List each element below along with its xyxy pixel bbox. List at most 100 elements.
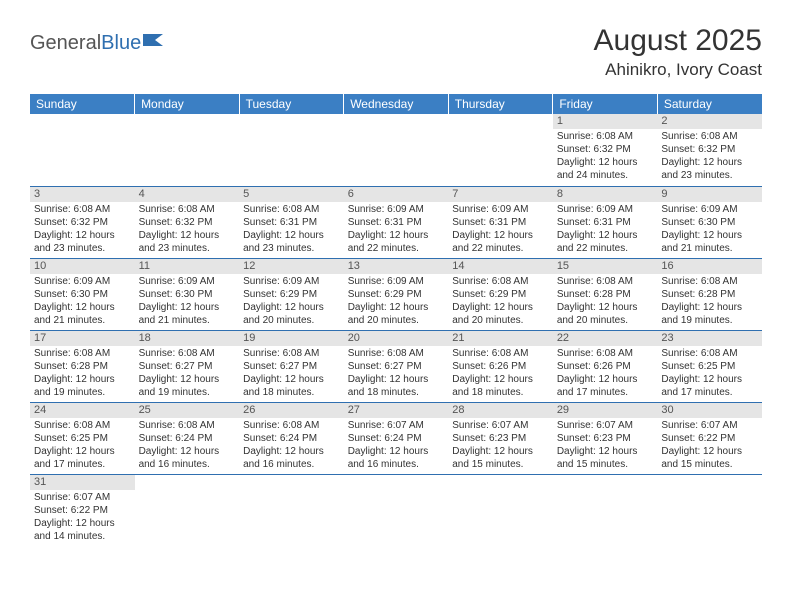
calendar-cell: 13Sunrise: 6:09 AMSunset: 6:29 PMDayligh… (344, 258, 449, 330)
calendar-cell (448, 114, 553, 186)
day-number: 9 (657, 187, 762, 202)
calendar-cell: 20Sunrise: 6:08 AMSunset: 6:27 PMDayligh… (344, 330, 449, 402)
day-info: Sunrise: 6:09 AMSunset: 6:31 PMDaylight:… (448, 202, 553, 257)
day-info: Sunrise: 6:08 AMSunset: 6:24 PMDaylight:… (239, 418, 344, 473)
day-info: Sunrise: 6:08 AMSunset: 6:24 PMDaylight:… (135, 418, 240, 473)
location-label: Ahinikro, Ivory Coast (594, 60, 762, 80)
day-number: 10 (30, 259, 135, 274)
day-number: 27 (344, 403, 449, 418)
day-info: Sunrise: 6:07 AMSunset: 6:22 PMDaylight:… (657, 418, 762, 473)
day-info: Sunrise: 6:08 AMSunset: 6:32 PMDaylight:… (30, 202, 135, 257)
day-header: Wednesday (344, 94, 449, 114)
day-number: 21 (448, 331, 553, 346)
calendar-cell (30, 114, 135, 186)
calendar-cell: 30Sunrise: 6:07 AMSunset: 6:22 PMDayligh… (657, 402, 762, 474)
calendar-cell: 27Sunrise: 6:07 AMSunset: 6:24 PMDayligh… (344, 402, 449, 474)
day-info: Sunrise: 6:09 AMSunset: 6:31 PMDaylight:… (553, 202, 658, 257)
day-number: 24 (30, 403, 135, 418)
day-info: Sunrise: 6:08 AMSunset: 6:27 PMDaylight:… (135, 346, 240, 401)
day-info: Sunrise: 6:07 AMSunset: 6:23 PMDaylight:… (448, 418, 553, 473)
day-header: Thursday (448, 94, 553, 114)
calendar-cell (657, 474, 762, 546)
calendar-cell: 11Sunrise: 6:09 AMSunset: 6:30 PMDayligh… (135, 258, 240, 330)
calendar-cell (135, 474, 240, 546)
calendar-row: 24Sunrise: 6:08 AMSunset: 6:25 PMDayligh… (30, 402, 762, 474)
day-header: Monday (135, 94, 240, 114)
day-info: Sunrise: 6:08 AMSunset: 6:27 PMDaylight:… (239, 346, 344, 401)
logo-text-blue: Blue (101, 32, 141, 55)
calendar-cell: 12Sunrise: 6:09 AMSunset: 6:29 PMDayligh… (239, 258, 344, 330)
calendar-row: 3Sunrise: 6:08 AMSunset: 6:32 PMDaylight… (30, 186, 762, 258)
calendar-cell: 23Sunrise: 6:08 AMSunset: 6:25 PMDayligh… (657, 330, 762, 402)
day-info: Sunrise: 6:08 AMSunset: 6:29 PMDaylight:… (448, 274, 553, 329)
day-number: 29 (553, 403, 658, 418)
day-info: Sunrise: 6:09 AMSunset: 6:30 PMDaylight:… (657, 202, 762, 257)
day-number: 28 (448, 403, 553, 418)
day-number: 18 (135, 331, 240, 346)
day-number: 19 (239, 331, 344, 346)
day-number: 2 (657, 114, 762, 129)
calendar-row: 17Sunrise: 6:08 AMSunset: 6:28 PMDayligh… (30, 330, 762, 402)
calendar-cell (553, 474, 658, 546)
calendar-cell: 29Sunrise: 6:07 AMSunset: 6:23 PMDayligh… (553, 402, 658, 474)
calendar-cell: 7Sunrise: 6:09 AMSunset: 6:31 PMDaylight… (448, 186, 553, 258)
calendar-cell: 8Sunrise: 6:09 AMSunset: 6:31 PMDaylight… (553, 186, 658, 258)
calendar-cell (239, 114, 344, 186)
day-info: Sunrise: 6:09 AMSunset: 6:31 PMDaylight:… (344, 202, 449, 257)
calendar-cell (135, 114, 240, 186)
calendar-cell: 31Sunrise: 6:07 AMSunset: 6:22 PMDayligh… (30, 474, 135, 546)
day-number: 3 (30, 187, 135, 202)
calendar-cell: 1Sunrise: 6:08 AMSunset: 6:32 PMDaylight… (553, 114, 658, 186)
calendar-cell: 22Sunrise: 6:08 AMSunset: 6:26 PMDayligh… (553, 330, 658, 402)
day-number: 13 (344, 259, 449, 274)
day-number: 11 (135, 259, 240, 274)
day-number: 25 (135, 403, 240, 418)
calendar-cell: 24Sunrise: 6:08 AMSunset: 6:25 PMDayligh… (30, 402, 135, 474)
day-header: Tuesday (239, 94, 344, 114)
logo-text-general: General (30, 32, 101, 55)
day-number: 12 (239, 259, 344, 274)
calendar-cell: 5Sunrise: 6:08 AMSunset: 6:31 PMDaylight… (239, 186, 344, 258)
day-number: 15 (553, 259, 658, 274)
day-info: Sunrise: 6:07 AMSunset: 6:24 PMDaylight:… (344, 418, 449, 473)
day-info: Sunrise: 6:08 AMSunset: 6:32 PMDaylight:… (135, 202, 240, 257)
calendar-row: 1Sunrise: 6:08 AMSunset: 6:32 PMDaylight… (30, 114, 762, 186)
day-number: 4 (135, 187, 240, 202)
day-info: Sunrise: 6:08 AMSunset: 6:25 PMDaylight:… (657, 346, 762, 401)
day-info: Sunrise: 6:08 AMSunset: 6:26 PMDaylight:… (553, 346, 658, 401)
title-block: August 2025 Ahinikro, Ivory Coast (594, 24, 762, 80)
day-header: Friday (553, 94, 658, 114)
day-info: Sunrise: 6:07 AMSunset: 6:23 PMDaylight:… (553, 418, 658, 473)
day-number: 22 (553, 331, 658, 346)
day-info: Sunrise: 6:08 AMSunset: 6:32 PMDaylight:… (657, 129, 762, 184)
calendar-table: SundayMondayTuesdayWednesdayThursdayFrid… (30, 94, 762, 546)
day-number: 20 (344, 331, 449, 346)
day-number: 7 (448, 187, 553, 202)
calendar-row: 10Sunrise: 6:09 AMSunset: 6:30 PMDayligh… (30, 258, 762, 330)
day-info: Sunrise: 6:09 AMSunset: 6:29 PMDaylight:… (344, 274, 449, 329)
day-number: 26 (239, 403, 344, 418)
day-number: 16 (657, 259, 762, 274)
day-info: Sunrise: 6:08 AMSunset: 6:27 PMDaylight:… (344, 346, 449, 401)
day-number: 30 (657, 403, 762, 418)
day-number: 1 (553, 114, 658, 129)
calendar-cell: 10Sunrise: 6:09 AMSunset: 6:30 PMDayligh… (30, 258, 135, 330)
day-info: Sunrise: 6:09 AMSunset: 6:30 PMDaylight:… (30, 274, 135, 329)
day-header: Saturday (657, 94, 762, 114)
day-number: 5 (239, 187, 344, 202)
calendar-cell: 28Sunrise: 6:07 AMSunset: 6:23 PMDayligh… (448, 402, 553, 474)
day-info: Sunrise: 6:08 AMSunset: 6:26 PMDaylight:… (448, 346, 553, 401)
calendar-cell: 4Sunrise: 6:08 AMSunset: 6:32 PMDaylight… (135, 186, 240, 258)
day-info: Sunrise: 6:08 AMSunset: 6:28 PMDaylight:… (553, 274, 658, 329)
calendar-row: 31Sunrise: 6:07 AMSunset: 6:22 PMDayligh… (30, 474, 762, 546)
calendar-cell: 25Sunrise: 6:08 AMSunset: 6:24 PMDayligh… (135, 402, 240, 474)
calendar-cell: 6Sunrise: 6:09 AMSunset: 6:31 PMDaylight… (344, 186, 449, 258)
calendar-cell: 17Sunrise: 6:08 AMSunset: 6:28 PMDayligh… (30, 330, 135, 402)
day-info: Sunrise: 6:09 AMSunset: 6:30 PMDaylight:… (135, 274, 240, 329)
calendar-cell: 14Sunrise: 6:08 AMSunset: 6:29 PMDayligh… (448, 258, 553, 330)
day-number: 23 (657, 331, 762, 346)
day-info: Sunrise: 6:08 AMSunset: 6:28 PMDaylight:… (657, 274, 762, 329)
day-info: Sunrise: 6:08 AMSunset: 6:28 PMDaylight:… (30, 346, 135, 401)
calendar-cell: 26Sunrise: 6:08 AMSunset: 6:24 PMDayligh… (239, 402, 344, 474)
calendar-cell: 15Sunrise: 6:08 AMSunset: 6:28 PMDayligh… (553, 258, 658, 330)
